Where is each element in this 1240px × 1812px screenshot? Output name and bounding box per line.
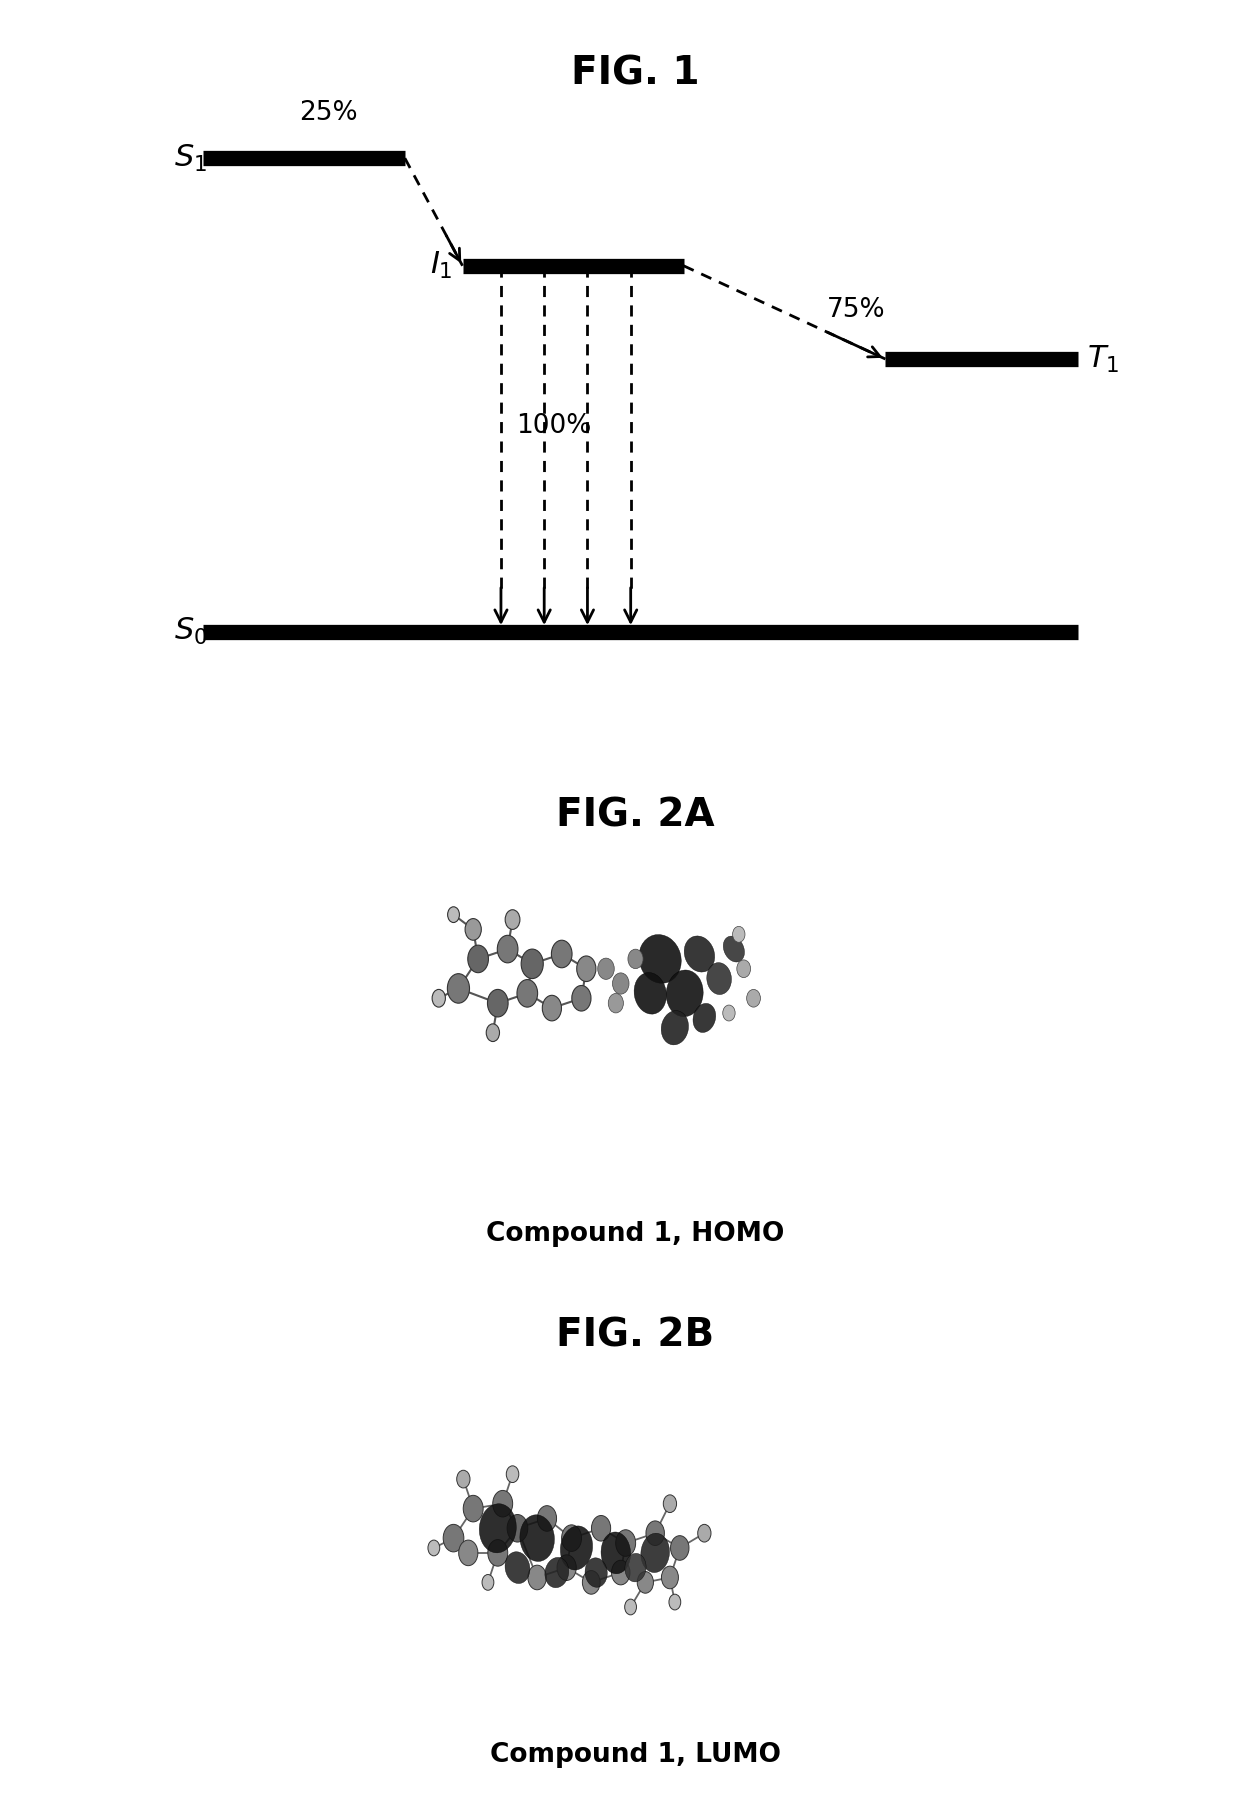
Ellipse shape (542, 995, 562, 1020)
Ellipse shape (661, 1011, 688, 1046)
Text: Compound 1, LUMO: Compound 1, LUMO (490, 1741, 781, 1767)
Ellipse shape (661, 1566, 678, 1589)
Ellipse shape (737, 960, 750, 978)
Ellipse shape (641, 1533, 670, 1573)
Ellipse shape (577, 957, 596, 982)
Ellipse shape (598, 959, 614, 978)
Ellipse shape (562, 1526, 582, 1551)
Ellipse shape (627, 949, 644, 969)
Ellipse shape (591, 1515, 610, 1540)
Ellipse shape (520, 1515, 554, 1562)
Ellipse shape (663, 1495, 677, 1513)
Ellipse shape (693, 1004, 715, 1033)
Ellipse shape (625, 1600, 636, 1614)
Text: FIG. 1: FIG. 1 (572, 54, 699, 92)
Ellipse shape (497, 935, 518, 962)
Text: 75%: 75% (827, 297, 885, 323)
Ellipse shape (707, 962, 732, 995)
Ellipse shape (560, 1526, 593, 1569)
Text: 100%: 100% (516, 413, 591, 439)
Ellipse shape (517, 980, 538, 1007)
Ellipse shape (428, 1540, 440, 1557)
Ellipse shape (723, 937, 744, 962)
Text: $I_1$: $I_1$ (430, 250, 453, 281)
Ellipse shape (616, 1529, 636, 1557)
Ellipse shape (698, 1524, 711, 1542)
Ellipse shape (487, 989, 508, 1017)
Ellipse shape (639, 935, 681, 984)
Text: Compound 1, HOMO: Compound 1, HOMO (486, 1221, 785, 1247)
Ellipse shape (507, 1515, 528, 1542)
Ellipse shape (443, 1524, 464, 1551)
Ellipse shape (537, 1506, 557, 1531)
Ellipse shape (459, 1540, 477, 1566)
Text: $S_0$: $S_0$ (174, 616, 208, 647)
Ellipse shape (611, 1560, 630, 1586)
Ellipse shape (528, 1566, 547, 1589)
Ellipse shape (668, 1595, 681, 1609)
Ellipse shape (492, 1491, 512, 1517)
Ellipse shape (482, 1575, 494, 1591)
Ellipse shape (480, 1504, 516, 1553)
Ellipse shape (637, 1571, 653, 1593)
Ellipse shape (467, 946, 489, 973)
Text: FIG. 2A: FIG. 2A (557, 797, 714, 835)
Ellipse shape (746, 989, 760, 1007)
Ellipse shape (552, 940, 572, 968)
Ellipse shape (733, 926, 745, 942)
Ellipse shape (684, 937, 714, 971)
Ellipse shape (601, 1531, 631, 1575)
Ellipse shape (505, 910, 520, 930)
Ellipse shape (456, 1470, 470, 1488)
Ellipse shape (557, 1555, 577, 1580)
Ellipse shape (585, 1558, 608, 1587)
Ellipse shape (486, 1024, 500, 1042)
Text: $S_1$: $S_1$ (174, 143, 207, 174)
Text: $T_1$: $T_1$ (1087, 344, 1120, 375)
Ellipse shape (625, 1553, 646, 1582)
Ellipse shape (583, 1571, 600, 1595)
Ellipse shape (465, 919, 481, 940)
Ellipse shape (671, 1535, 689, 1560)
Ellipse shape (506, 1466, 518, 1482)
Ellipse shape (613, 973, 629, 995)
Ellipse shape (646, 1520, 665, 1546)
Ellipse shape (666, 969, 703, 1017)
Ellipse shape (464, 1495, 484, 1522)
Ellipse shape (634, 973, 666, 1015)
Ellipse shape (448, 906, 460, 922)
Ellipse shape (521, 949, 543, 978)
Ellipse shape (723, 1006, 735, 1020)
Ellipse shape (432, 989, 445, 1007)
Ellipse shape (609, 993, 624, 1013)
Ellipse shape (572, 986, 591, 1011)
Ellipse shape (487, 1540, 507, 1566)
Ellipse shape (544, 1557, 569, 1587)
Ellipse shape (448, 973, 470, 1004)
Ellipse shape (505, 1551, 529, 1584)
Text: FIG. 2B: FIG. 2B (557, 1317, 714, 1355)
Text: 25%: 25% (299, 100, 357, 125)
